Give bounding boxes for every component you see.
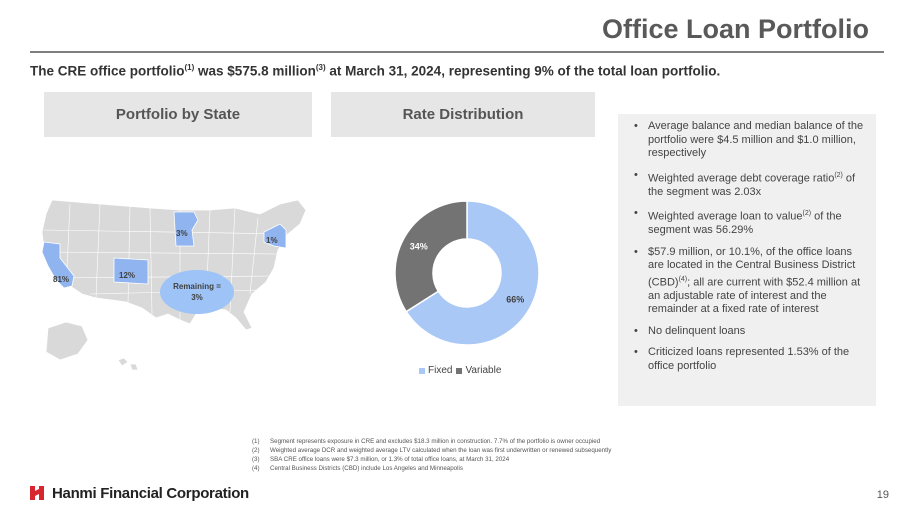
key-fact-post: of the segment was 2.03x [648,172,856,198]
donut-label-variable: 34% [410,242,428,252]
portfolio-by-state-header: Portfolio by State [44,92,312,137]
headline-part3: at March 31, 2024, representing 9% of th… [325,63,721,79]
donut-slice-fixed [405,200,540,346]
company-name: Hanmi Financial Corporation [52,484,249,502]
key-fact-item: Weighted average debt coverage ratio(2) … [630,169,864,200]
footnote-text: Central Business Districts (CBD) include… [270,465,463,472]
key-fact-sup: (2) [834,171,843,179]
key-fact-post: of the segment was 56.29% [648,210,842,237]
key-fact-item: $57.9 million, or 10.1%, of the office l… [630,246,864,317]
key-fact-item: No delinquent loans [630,325,864,339]
headline-part2: was $575.8 million [194,63,316,79]
map-label-colorado: 12% [119,271,136,280]
footnote-text: Weighted average DCR and weighted averag… [270,447,612,454]
map-state-california [41,241,75,289]
key-fact-item: Weighted average loan to value(2) of the… [630,207,864,238]
company-logo: Hanmi Financial Corporation [27,484,249,502]
map-remaining-line1: Remaining = [173,282,221,291]
footnote-number: (3) [252,456,260,463]
legend-label: Variable [465,365,502,376]
key-fact-item: Criticized loans represented 1.53% of th… [630,346,864,373]
footnote-text: Segment represents exposure in CRE and e… [270,438,601,445]
key-fact-text: Average balance and median balance of th… [648,120,864,159]
chart-legend: Fixed Variable [419,365,501,376]
us-states-base [41,199,307,371]
key-fact-text: No delinquent loans [648,324,746,337]
map-state-lines [43,203,291,320]
title-divider [30,51,884,53]
footnote-number: (2) [252,447,260,454]
map-label-new-york: 1% [266,236,278,245]
key-fact-text: Criticized loans represented 1.53% of th… [648,346,850,372]
legend-item-variable: Variable [456,365,501,376]
footnote-number: (4) [252,465,260,472]
map-contiguous-us [41,199,307,331]
map-label-california: 81% [53,275,70,284]
footnote: (3) SBA CRE office loans were $7.3 millio… [252,455,611,464]
footnote-number: (1) [252,438,260,445]
headline-part1: The CRE office portfolio [30,63,185,79]
key-fact-post: ; all are current with $52.4 million at … [648,276,861,316]
headline-sup1: (1) [184,63,195,72]
key-fact-pre: Weighted average debt coverage ratio [648,172,835,185]
legend-label: Fixed [428,365,453,376]
footnote: (1) Segment represents exposure in CRE an… [252,437,611,446]
map-remaining-line2: 3% [191,293,203,302]
footnote: (2) Weighted average DCR and weighted ave… [252,446,611,455]
key-fact-item: Average balance and median balance of th… [630,120,864,161]
footnote: (4) Central Business Districts (CBD) incl… [252,464,611,473]
map-highlighted-states [41,211,287,289]
headline-summary: The CRE office portfolio(1) was $575.8 m… [30,63,720,79]
us-map [41,199,307,371]
legend-item-fixed: Fixed [419,365,452,376]
rate-distribution-header: Rate Distribution [331,92,595,137]
key-facts-panel: Average balance and median balance of th… [618,114,876,406]
donut-label-fixed: 66% [506,294,524,304]
map-state-colorado [113,257,149,285]
headline-sup2: (3) [315,63,326,72]
legend-swatch [456,367,463,374]
map-state-minnesota [173,211,199,247]
donut-slice-variable [394,200,468,313]
map-label-minnesota: 3% [176,229,188,238]
map-hawaii [117,357,139,371]
map-state-new-york [263,223,287,249]
page-title: Office Loan Portfolio [602,14,869,44]
key-fact-pre: $57.9 million, or 10.1%, of the office l… [648,245,856,289]
footnotes: (1) Segment represents exposure in CRE an… [252,437,611,473]
key-fact-pre: Weighted average loan to value [648,210,803,223]
map-remaining-bubble: Remaining = 3% [160,270,234,314]
map-alaska [45,321,89,361]
key-fact-sup: (2) [802,210,812,218]
key-facts-list: Average balance and median balance of th… [630,120,864,373]
footnote-text: SBA CRE office loans were $7.3 million, … [270,456,510,463]
hanmi-logo-icon [30,486,44,500]
page-number: 19 [876,489,889,501]
legend-swatch [419,367,425,374]
rate-distribution-donut: 66% 34% [394,200,540,346]
key-fact-sup: (4) [678,275,688,283]
